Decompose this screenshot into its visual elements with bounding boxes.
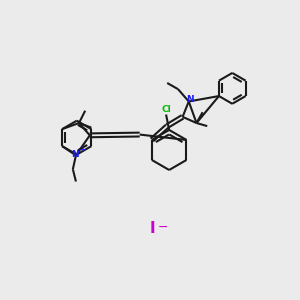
Text: −: − [158,220,168,233]
Text: I: I [149,221,155,236]
Text: Cl: Cl [161,105,171,114]
Text: +: + [79,145,85,154]
Text: N: N [187,95,194,104]
Text: N: N [71,150,79,159]
